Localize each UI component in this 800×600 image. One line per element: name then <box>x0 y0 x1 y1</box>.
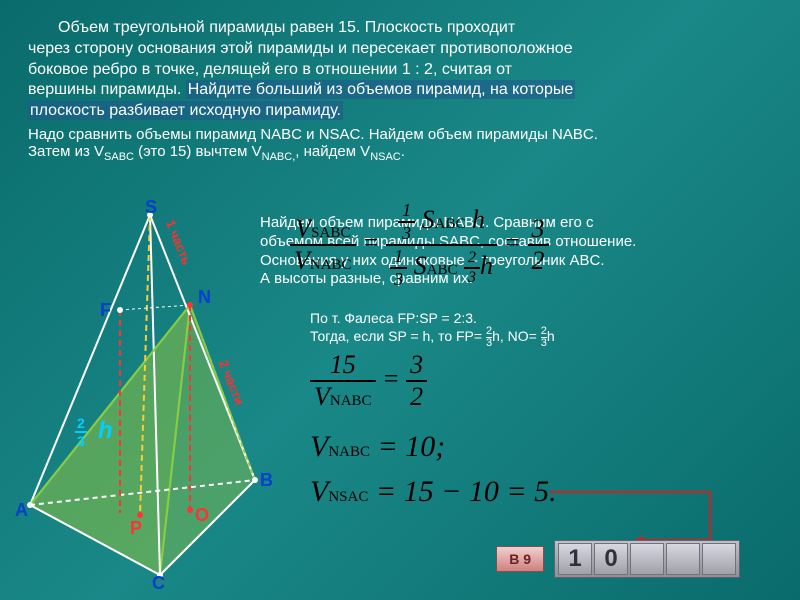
label-f: F <box>100 300 111 321</box>
answer-digit-3[interactable] <box>630 543 664 575</box>
prob-l3: боковое ребро в точке, делящей его в отн… <box>28 61 512 78</box>
label-b: B <box>260 470 273 491</box>
formula-vnabc: VNABC = 10; <box>310 430 445 464</box>
prob-highlight: Найдите больший из объемов пирамид, на к… <box>186 80 576 99</box>
label-hfrac: 2 3 <box>75 415 87 449</box>
an-l2b: (это 15) вычтем V <box>134 143 262 160</box>
an-l2c: , найдем V <box>295 143 370 160</box>
answer-digit-4[interactable] <box>666 543 700 575</box>
an-l2d: . <box>401 143 405 160</box>
th-l2a: Тогда, если SP = h, то FP= <box>310 328 486 344</box>
an-l1: Надо сравнить объемы пирамид NABC и NSAC… <box>28 126 598 143</box>
problem-text: Объем треугольной пирамиды равен 15. Пло… <box>28 18 772 122</box>
formula-ratio: 15 VNABC = 32 <box>310 350 427 412</box>
formula-vnsac: VNSAC = 15 − 10 = 5. <box>310 475 557 509</box>
pyramid-diagram: S F N A B C P O 2 3 h 1 часть 2 части <box>20 205 300 585</box>
answer-digit-2[interactable]: 0 <box>594 543 628 575</box>
prob-l2: через сторону основания этой пирамиды и … <box>28 40 573 57</box>
formula-overlap-1: VSABC VNABC = 13 SABC h 13 SABC 23h = 32 <box>290 200 549 290</box>
an-s3: NSAC <box>370 151 401 163</box>
prob-l1: Объем треугольной пирамиды равен 15. Пло… <box>58 19 515 36</box>
answer-boxes: 1 0 <box>554 540 740 578</box>
problem-id-button[interactable]: В 9 <box>496 546 544 572</box>
label-c: C <box>152 573 165 594</box>
analysis-text: Надо сравнить объемы пирамид NABC и NSAC… <box>28 126 772 163</box>
thales-block: По т. Фалеса FP:SP = 2:3. Тогда, если SP… <box>310 310 555 349</box>
answer-row: В 9 1 0 <box>496 540 740 578</box>
an-s2: NABC, <box>262 151 296 163</box>
an-l2a: Затем из V <box>28 143 104 160</box>
th-l1: По т. Фалеса FP:SP = 2:3. <box>310 310 477 326</box>
answer-digit-5[interactable] <box>702 543 736 575</box>
label-p: P <box>130 518 142 539</box>
label-a: A <box>15 500 28 521</box>
label-o: O <box>195 505 209 526</box>
th-l2c: h <box>547 328 555 344</box>
pyramid-svg <box>20 205 300 585</box>
prob-l5: плоскость разбивает исходную пирамиду. <box>28 101 343 120</box>
label-s: S <box>145 197 157 218</box>
an-s1: SABC <box>104 151 134 163</box>
answer-digit-1[interactable]: 1 <box>558 543 592 575</box>
prob-l4a: вершины пирамиды. <box>28 81 186 98</box>
label-n: N <box>198 287 211 308</box>
th-l2b: h, NO= <box>492 328 541 344</box>
label-h: h <box>98 417 113 445</box>
